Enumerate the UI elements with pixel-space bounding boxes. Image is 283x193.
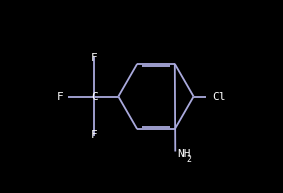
Text: F: F	[57, 91, 63, 102]
Text: F: F	[91, 53, 98, 63]
Text: F: F	[91, 130, 98, 140]
Text: NH: NH	[177, 149, 191, 159]
Text: Cl: Cl	[212, 91, 226, 102]
Text: 2: 2	[186, 155, 192, 164]
Text: C: C	[91, 91, 98, 102]
